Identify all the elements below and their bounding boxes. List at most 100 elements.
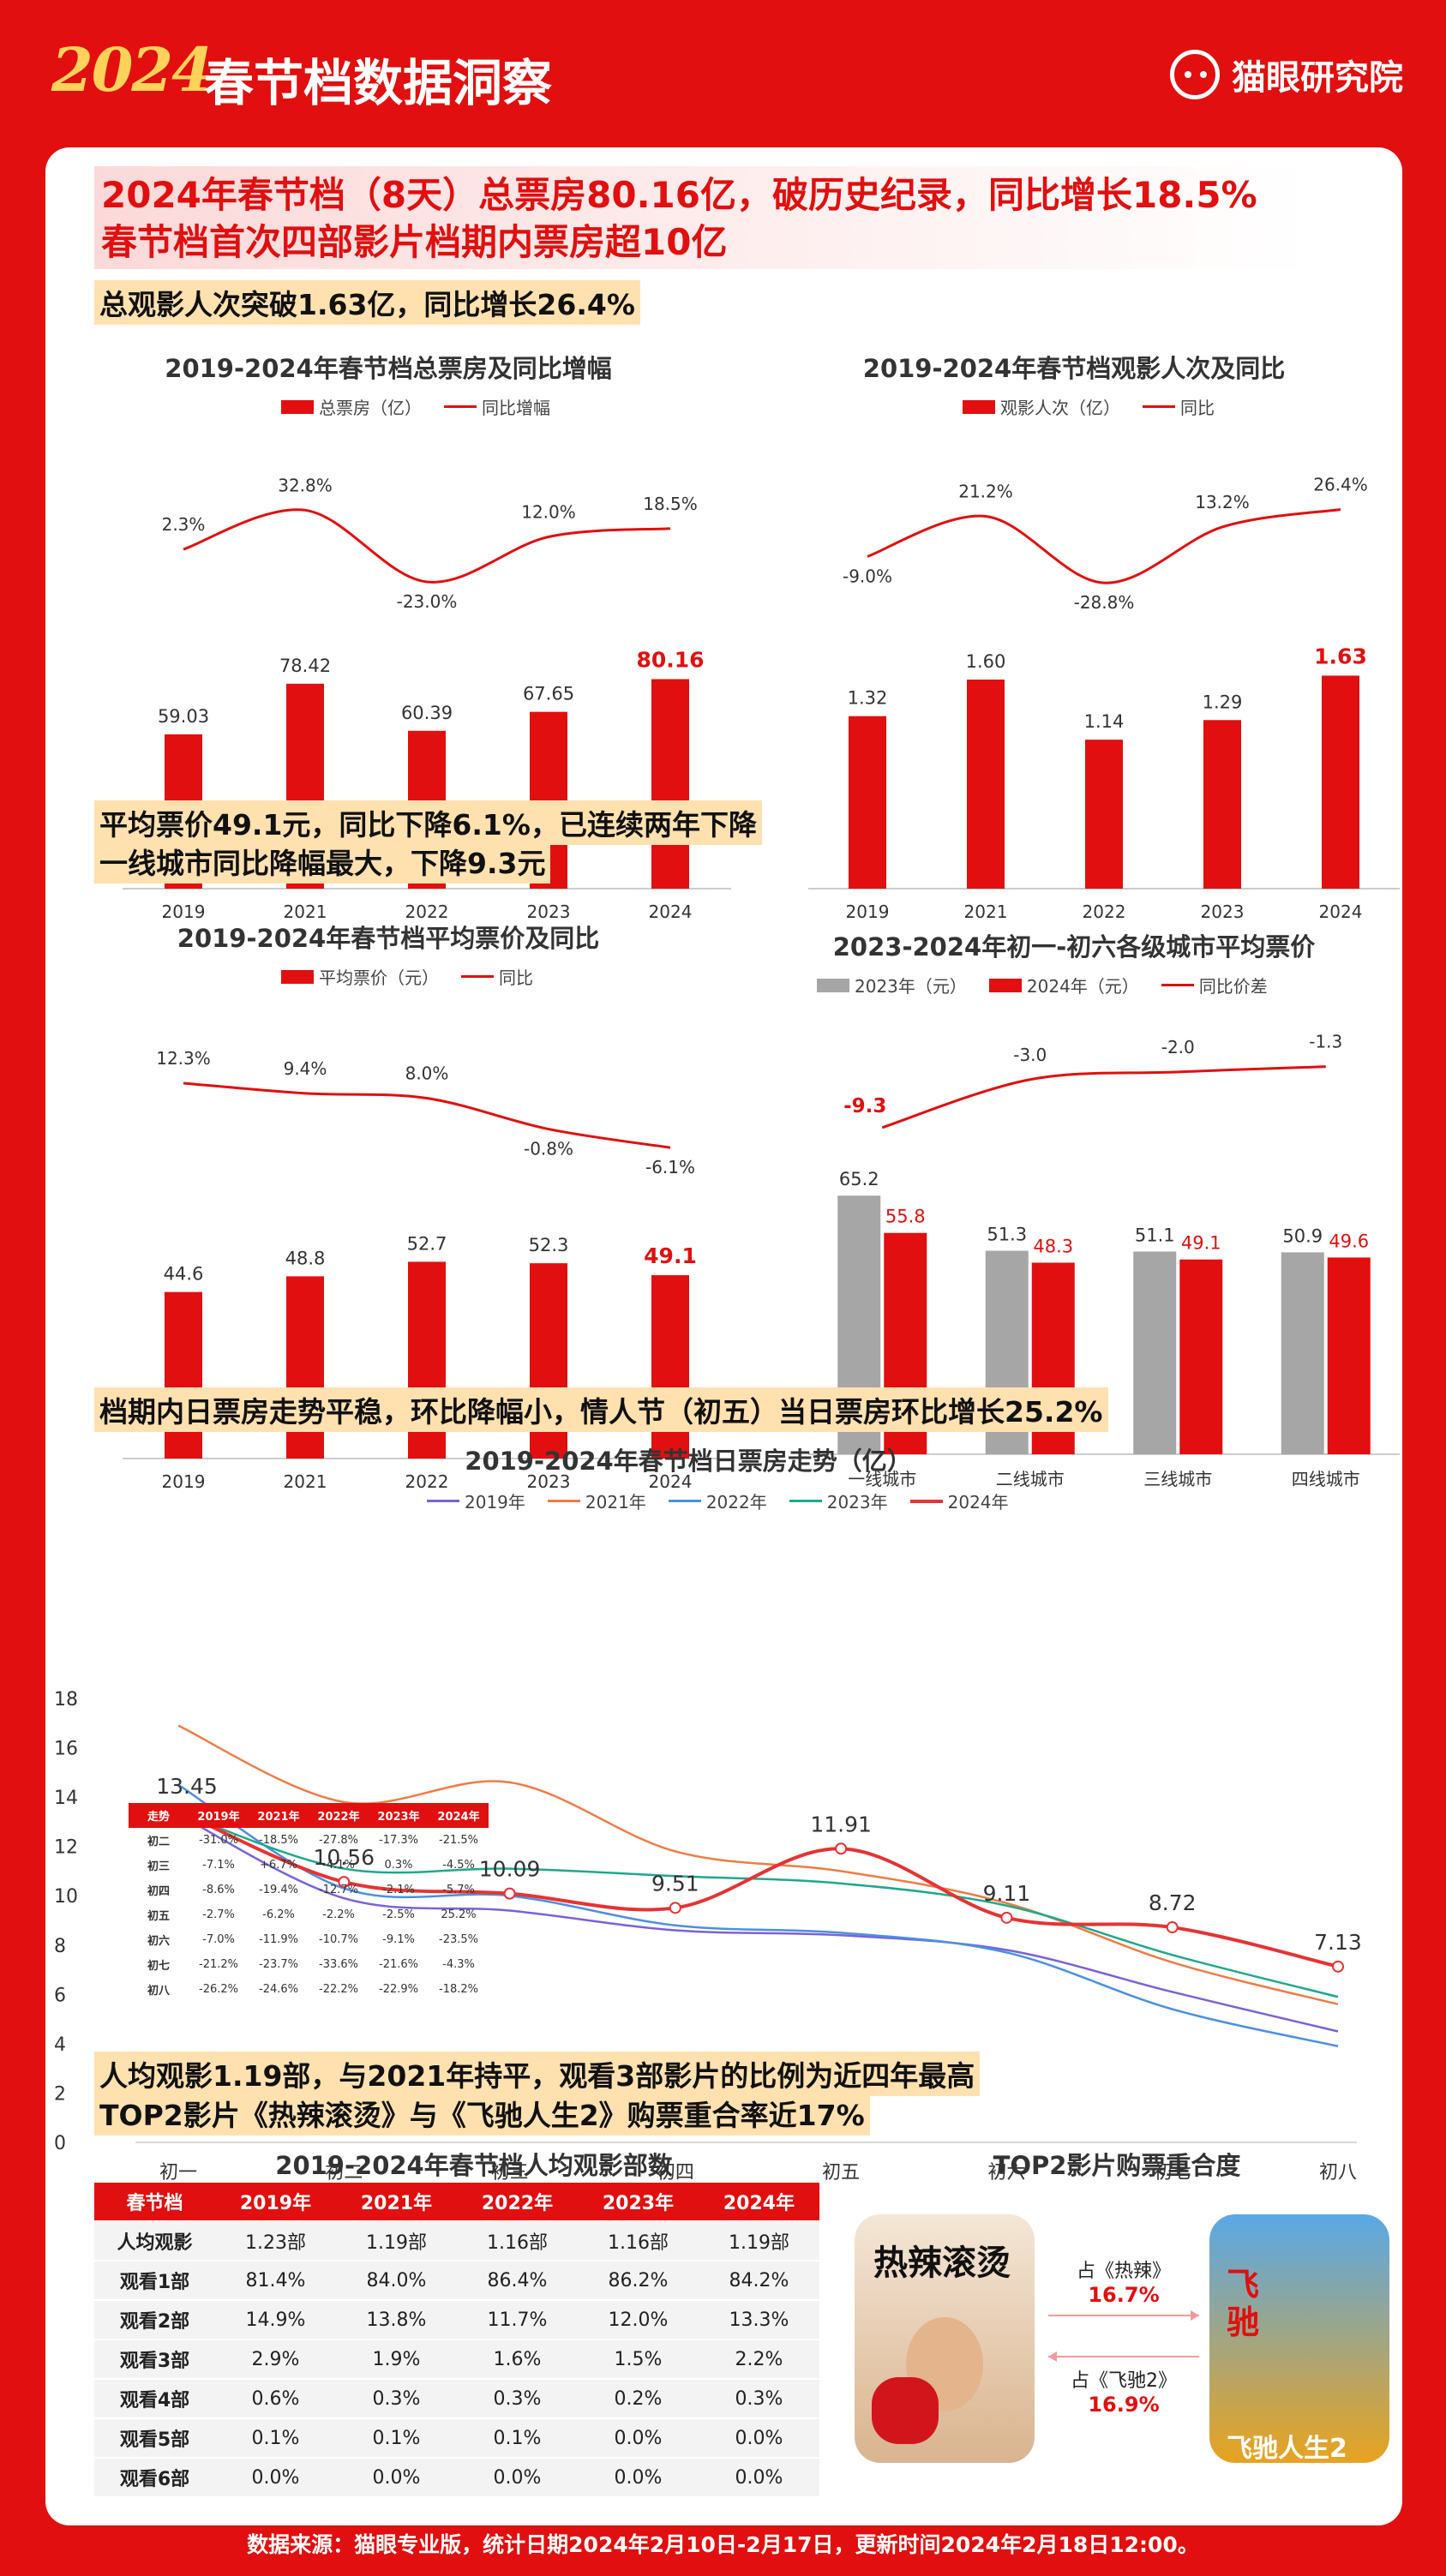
x-tick-label: 初一: [159, 2162, 197, 2184]
table-header: 2019年: [215, 2183, 336, 2220]
x-tick-label: 初四: [657, 2162, 694, 2184]
y-tick-label: 12: [54, 1837, 78, 1859]
legend-label: 总票房（亿）: [319, 398, 422, 418]
legend-line-swatch: [1161, 984, 1194, 986]
headline-line2: 春节档首次四部影片档期内票房超10亿: [101, 221, 728, 263]
headline: 2024年春节档（8天）总票房80.16亿，破历史纪录，同比增长18.5% 春节…: [94, 166, 1311, 269]
chart-admissions: 1.32 2019 1.60 2021 1.14 2022 1.29 2023 1.63 2024…: [808, 474, 1400, 922]
bar-value-label: 60.39: [401, 703, 453, 723]
legend-label: 平均票价（元）: [319, 967, 439, 988]
legend-label: 观影人次（亿）: [1000, 398, 1120, 418]
yoy-line: [867, 507, 1341, 584]
table-row: 观看2部 14.9% 13.8% 11.7% 12.0% 13.3%: [94, 2301, 819, 2339]
x-tick-label: 2019: [846, 902, 890, 922]
x-tick-label: 2023: [1201, 902, 1245, 922]
x-tick-label: 2023: [527, 1471, 571, 1492]
table-row: 观看4部 0.6% 0.3% 0.3% 0.2% 0.3%: [94, 2380, 819, 2417]
data-label: 10.56: [313, 1845, 375, 1870]
x-tick-label: 2024: [649, 902, 693, 922]
x-tick-label: 2021: [284, 1471, 327, 1492]
table-header: 2021年: [336, 2183, 457, 2220]
section-heading-percapita: 人均观影1.19部，与2021年持平，观看3部影片的比例为近四年最高: [94, 2052, 981, 2096]
mini-header: 2022年: [309, 1803, 369, 1828]
daily-line-2024年: [177, 1809, 1339, 1968]
bar-value-label: 1.63: [1314, 644, 1367, 668]
cat-logo-icon: [1170, 50, 1220, 99]
legend-label: 同比: [499, 967, 533, 988]
legend-label: 2021年: [585, 1492, 646, 1513]
section-heading-price: 平均票价49.1元，同比下降6.1%，已连续两年下降: [94, 800, 762, 845]
x-tick-label: 初三: [491, 2162, 529, 2184]
bar-value-label: 1.14: [1084, 711, 1125, 732]
x-tick-label: 2021: [964, 902, 1008, 922]
overlap-a-label: 占《热辣》: [1076, 2261, 1171, 2282]
bar-value-label: 49.1: [644, 1243, 697, 1268]
bar-value-label: 65.2: [839, 1169, 879, 1189]
poster-pegasus2: 飞驰 飞驰人生2: [1209, 2214, 1389, 2463]
header: 2024 春节档数据洞察 猫眼研究院: [0, 0, 1446, 154]
table-header: 2023年: [578, 2183, 699, 2220]
poster-title: 热辣滚烫: [873, 2243, 1011, 2283]
daily-line-2023年: [177, 1811, 1339, 1998]
yoy-label: -0.8%: [524, 1139, 573, 1159]
poster-hot-spicy: 热辣滚烫: [855, 2214, 1035, 2463]
headline-line1: 2024年春节档（8天）总票房80.16亿，破历史纪录，同比增长18.5%: [101, 174, 1257, 216]
bar: [849, 716, 886, 889]
chart-daily: 0 2 4 6 8 10 12 14 16 18 初一 初二 初三 初四 初五 初六 初七 初八 13.45 10.5…: [54, 1689, 1362, 2184]
price-diff-label: -9.3: [843, 1095, 886, 1117]
bar-value-label: 48.8: [285, 1248, 326, 1268]
bar: [1085, 740, 1123, 889]
legend-label: 同比价差: [1198, 976, 1268, 997]
table-row: 初八 -26.2% -24.6% -22.2% -22.9% -18.2%: [147, 1983, 478, 1998]
data-point: [503, 1887, 516, 1900]
table-header: 春节档: [94, 2183, 215, 2220]
overlap-b: 占《飞驰2》 16.9%: [1040, 2365, 1208, 2417]
mini-header: 2019年: [189, 1803, 249, 1828]
bar: [967, 680, 1005, 889]
yoy-label: 12.3%: [156, 1048, 211, 1069]
x-tick-label: 初五: [822, 2162, 860, 2184]
legend-label: 同比: [1180, 398, 1215, 418]
bar: [1203, 720, 1241, 889]
legend-bar-swatch: [281, 399, 314, 414]
yoy-label: -23.0%: [397, 591, 458, 612]
table-row: 观看5部 0.1% 0.1% 0.1% 0.0% 0.0%: [94, 2419, 819, 2457]
legend-bar-swatch: [817, 978, 849, 992]
bar-value-label: 1.29: [1203, 692, 1243, 712]
y-tick-label: 16: [54, 1739, 78, 1760]
y-tick-label: 10: [54, 1886, 78, 1908]
legend-label: 2023年: [826, 1492, 888, 1513]
mini-header: 走势: [129, 1803, 189, 1828]
y-tick-label: 8: [54, 1936, 66, 1957]
legend-price: 平均票价（元） 同比: [281, 964, 533, 989]
table-row: 初五 -2.7% -6.2% -2.2% -2.5% 25.2%: [147, 1908, 477, 1923]
mini-header: 2024年: [429, 1803, 489, 1828]
table-row: 初七 -21.2% -23.7% -33.6% -21.6% -4.3%: [147, 1958, 475, 1973]
y-tick-label: 18: [54, 1689, 78, 1710]
overlap-b-label: 占《飞驰2》: [1071, 2370, 1177, 2392]
poster-art-text: 飞驰: [1227, 2266, 1260, 2341]
x-tick-label: 2019: [162, 1471, 206, 1492]
x-tick-label: 初六: [987, 2162, 1025, 2184]
legend-bar-swatch: [281, 969, 314, 984]
yoy-line: [183, 1081, 671, 1149]
table-row: 初二 -31.0% -18.5% -27.8% -17.3% -21.5%: [147, 1834, 478, 1848]
yoy-label: -28.8%: [1074, 592, 1135, 613]
bar: [651, 679, 689, 889]
yoy-label: 8.0%: [405, 1063, 449, 1084]
overlap-arrows: [1048, 2310, 1199, 2362]
bar-value-label: 67.65: [523, 684, 574, 704]
table-row: 初四 -8.6% -19.4% -12.7% -2.1% -5.7%: [147, 1884, 475, 1898]
x-tick-label: 三线城市: [1143, 1469, 1212, 1489]
data-label: 10.09: [479, 1857, 541, 1882]
overlap-title: TOP2影片购票重合度: [993, 2151, 1241, 2180]
legend-bar-swatch: [963, 399, 995, 414]
table-row: 初三 -7.1% +6.7% -4.1% 0.3% -4.5%: [147, 1859, 475, 1873]
legend-line-swatch: [461, 975, 494, 978]
yoy-label: 12.0%: [521, 502, 576, 523]
bar-value-label: 51.1: [1135, 1225, 1175, 1245]
chart-title-admissions: 2019-2024年春节档观影人次及同比: [862, 354, 1286, 383]
y-tick-label: 0: [54, 2133, 66, 2154]
daily-line-2022年: [177, 1783, 1339, 2047]
price-diff-line: [881, 1065, 1326, 1129]
